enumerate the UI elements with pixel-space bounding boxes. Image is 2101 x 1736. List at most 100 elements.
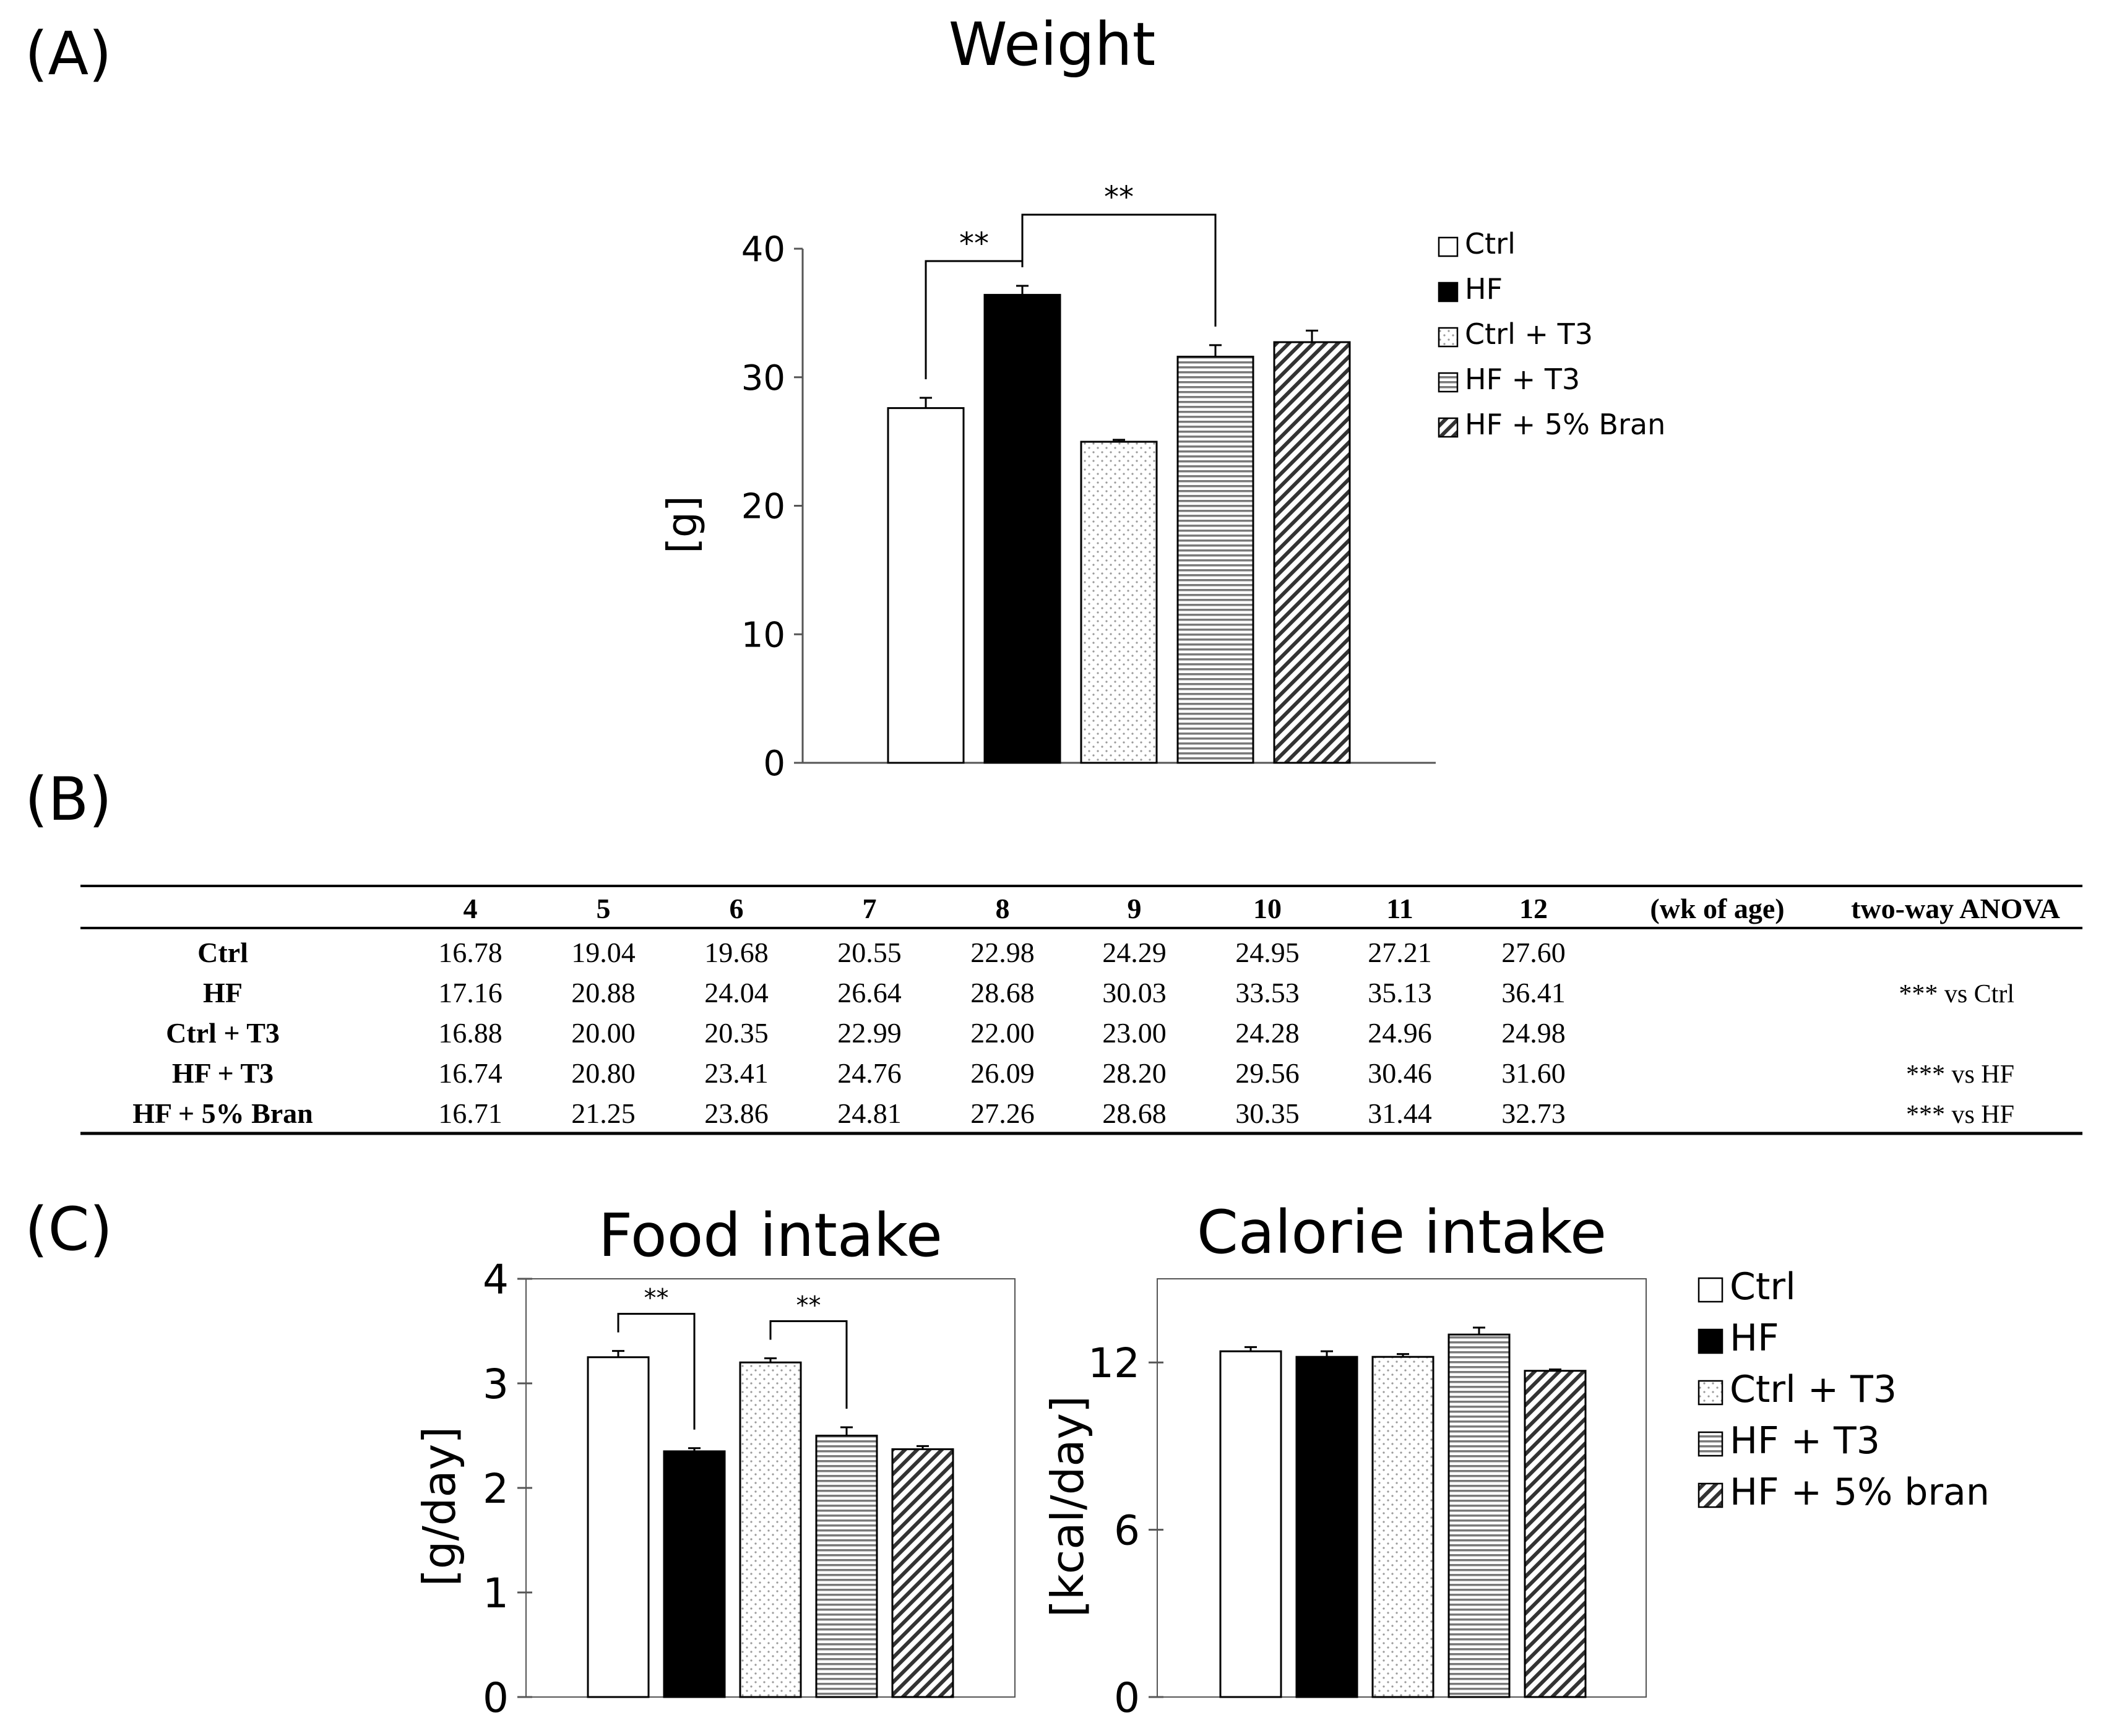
bar-hf-t3 [815, 1435, 878, 1698]
table-row-label-ctrl-t3: Ctrl + T3 [166, 1017, 280, 1049]
y-tick-label: 0 [1114, 1674, 1140, 1722]
table-cell: 35.13 [1368, 977, 1432, 1008]
legend-label-hf-5-bran: HF + 5% Bran [1465, 408, 1665, 441]
table-cell: 32.73 [1501, 1098, 1566, 1129]
table-cell: 20.88 [571, 977, 636, 1008]
legend-swatch-hf-t3 [1438, 372, 1459, 393]
table-row-label-ctrl: Ctrl [197, 937, 248, 968]
y-tick-label: 20 [741, 487, 785, 527]
y-tick-label: 10 [741, 615, 785, 655]
table-header-5: 5 [597, 893, 611, 924]
bar-ctrl-t3 [1371, 1356, 1434, 1698]
significance-label: ** [1104, 180, 1134, 215]
weight-chart-title: Weight [949, 10, 1155, 79]
bar-hf-t3 [1447, 1333, 1511, 1698]
weight-y-axis-label: [g] [658, 496, 706, 553]
bar-hf-t3 [1176, 356, 1254, 764]
table-cell: 16.88 [438, 1017, 503, 1049]
table-cell: 24.95 [1235, 937, 1300, 968]
table-cell: 23.41 [704, 1057, 769, 1089]
table-cell: 24.81 [837, 1098, 902, 1129]
table-header-7: 7 [863, 893, 877, 924]
legend-swatch-hf [1698, 1328, 1724, 1354]
table-cell: 24.28 [1235, 1017, 1300, 1049]
legend-swatch-ctrl [1438, 236, 1459, 257]
table-cell: 22.98 [970, 937, 1035, 968]
food-intake-chart: 0 1 2 3 4 ** ** [483, 1256, 1016, 1722]
y-tick-label: 1 [483, 1570, 509, 1617]
y-tick-label: 30 [741, 358, 785, 398]
table-anova-note: *** vs HF [1906, 1101, 2014, 1129]
calorie-y-axis-label: [kcal/day] [1042, 1396, 1094, 1617]
y-tick-label: 0 [763, 744, 785, 784]
weight-table: 4 5 6 7 8 9 10 11 12 (wk of age) two-way ANOVA Ctrl… [80, 885, 2082, 1135]
table-cell: 28.68 [1102, 1098, 1167, 1129]
panel-c-label: (C) [25, 1195, 113, 1264]
intake-legend: Ctrl HF Ctrl + T3 HF + T3 HF + 5% bran [1698, 1265, 1990, 1514]
bar-hf-5-bran [891, 1448, 954, 1698]
legend-label-ctrl: Ctrl [1730, 1265, 1796, 1308]
bar-hf [983, 294, 1061, 764]
table-header-9: 9 [1128, 893, 1142, 924]
table-cell: 26.64 [837, 977, 902, 1008]
table-cell: 23.00 [1102, 1017, 1167, 1049]
legend-swatch-hf-5-bran [1698, 1482, 1724, 1508]
legend-swatch-ctrl-t3 [1438, 327, 1459, 348]
table-cell: 24.76 [837, 1057, 902, 1089]
legend-label-hf: HF [1730, 1317, 1779, 1360]
significance-bracket [617, 1313, 696, 1430]
table-cell: 28.20 [1102, 1057, 1167, 1089]
legend-label-hf-t3: HF + T3 [1730, 1419, 1880, 1463]
table-cell: 16.78 [438, 937, 503, 968]
bar-ctrl [887, 407, 965, 764]
table-cell: 20.35 [704, 1017, 769, 1049]
table-cell: 31.60 [1501, 1057, 1566, 1089]
table-header-two-way-anova: two-way ANOVA [1851, 893, 2060, 924]
weight-bar-chart: 0 10 20 30 40 ** ** [741, 180, 1436, 784]
weight-legend: Ctrl HF Ctrl + T3 HF + T3 HF + 5% Bran [1438, 227, 1665, 441]
table-cell: 27.21 [1368, 937, 1432, 968]
table-cell: 27.60 [1501, 937, 1566, 968]
food-intake-title: Food intake [598, 1201, 943, 1270]
significance-bracket [769, 1320, 848, 1409]
calorie-intake-chart: 0 6 12 [1088, 1278, 1647, 1722]
table-cell: 23.86 [704, 1098, 769, 1129]
panel-b: (B) 4 5 6 7 8 9 10 11 12 (wk of age) two-way ANOVA… [25, 765, 2082, 1135]
table-header-4: 4 [464, 893, 478, 924]
table-header-10: 10 [1253, 893, 1282, 924]
legend-swatch-hf-5-bran [1438, 417, 1459, 438]
table-cell: 19.68 [704, 937, 769, 968]
significance-label: ** [959, 226, 989, 261]
table-cell: 16.71 [438, 1098, 503, 1129]
bar-hf [1295, 1356, 1358, 1698]
y-tick-label: 3 [483, 1360, 509, 1408]
table-header-12: 12 [1519, 893, 1548, 924]
food-y-axis-label: [g/day] [413, 1427, 465, 1587]
table-anova-note: *** vs Ctrl [1899, 980, 2014, 1008]
legend-label-ctrl: Ctrl [1465, 227, 1516, 260]
legend-label-hf: HF [1465, 272, 1503, 306]
table-cell: 16.74 [438, 1057, 503, 1089]
bar-ctrl [1219, 1350, 1282, 1698]
legend-swatch-ctrl-t3 [1698, 1380, 1724, 1406]
table-cell: 24.29 [1102, 937, 1167, 968]
y-tick-label: 12 [1088, 1339, 1140, 1387]
table-cell: 27.26 [970, 1098, 1035, 1129]
table-cell: 24.04 [704, 977, 769, 1008]
table-header-6: 6 [730, 893, 744, 924]
panel-b-label: (B) [25, 765, 112, 834]
y-tick-label: 6 [1114, 1506, 1140, 1554]
y-tick-label: 4 [483, 1256, 509, 1304]
bar-hf-5-bran [1524, 1370, 1587, 1698]
table-cell: 30.03 [1102, 977, 1167, 1008]
table-cell: 20.00 [571, 1017, 636, 1049]
table-cell: 33.53 [1235, 977, 1300, 1008]
table-cell: 36.41 [1501, 977, 1566, 1008]
legend-swatch-ctrl [1698, 1277, 1724, 1303]
bar-hf [663, 1450, 726, 1698]
calorie-intake-title: Calorie intake [1197, 1198, 1607, 1267]
legend-swatch-hf-t3 [1698, 1431, 1724, 1457]
table-cell: 22.00 [970, 1017, 1035, 1049]
legend-label-ctrl-t3: Ctrl + T3 [1465, 317, 1593, 351]
